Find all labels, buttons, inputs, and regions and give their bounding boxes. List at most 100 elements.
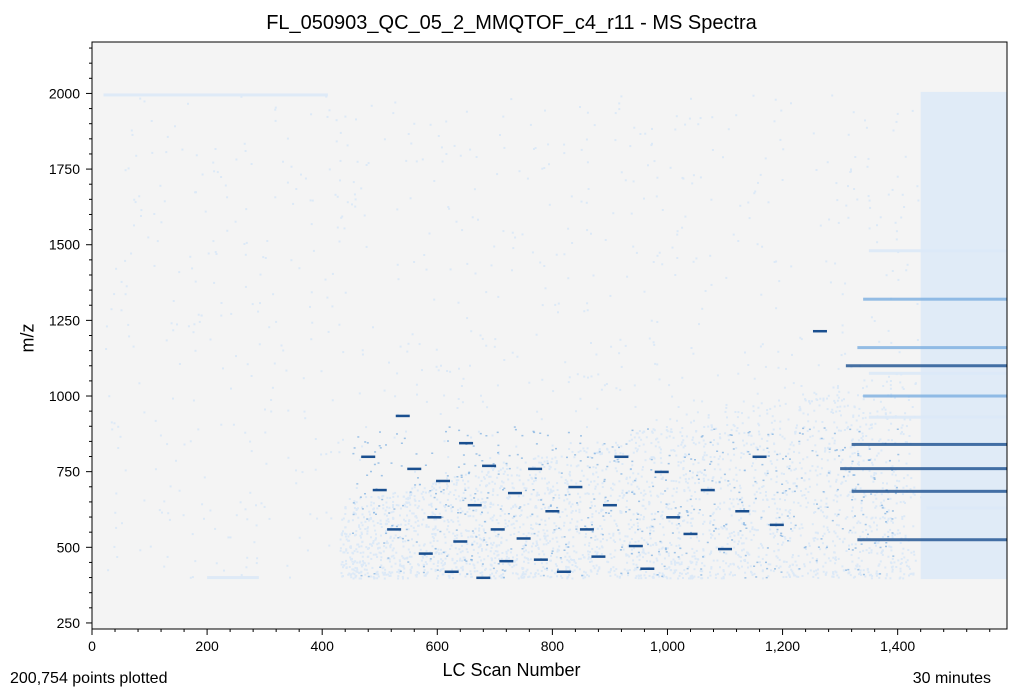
- data-point: [378, 445, 381, 447]
- data-point: [527, 576, 530, 579]
- data-point: [356, 483, 359, 485]
- data-point: [660, 541, 663, 544]
- data-point: [660, 515, 662, 518]
- data-point: [871, 575, 874, 577]
- data-point: [457, 508, 459, 511]
- data-point: [433, 518, 436, 521]
- peak-mark: [614, 455, 629, 459]
- data-point: [847, 474, 850, 477]
- data-point: [354, 198, 357, 201]
- data-point: [894, 441, 897, 444]
- data-point: [640, 438, 643, 441]
- data-point: [888, 375, 890, 378]
- data-point: [424, 491, 427, 494]
- data-point: [361, 565, 363, 568]
- data-point: [812, 426, 815, 429]
- data-point: [753, 476, 756, 479]
- data-point: [680, 572, 683, 575]
- data-point: [661, 493, 664, 495]
- data-point: [891, 570, 894, 573]
- data-point: [670, 449, 673, 452]
- data-point: [592, 565, 595, 568]
- data-point: [702, 514, 704, 516]
- data-point: [461, 550, 464, 553]
- data-point: [434, 547, 437, 550]
- data-point: [741, 565, 743, 568]
- data-point: [346, 551, 349, 554]
- data-point: [719, 550, 722, 553]
- data-point: [737, 503, 740, 506]
- data-point: [782, 541, 785, 544]
- data-point: [692, 174, 695, 177]
- data-point: [222, 367, 224, 370]
- data-point: [431, 511, 434, 514]
- data-point: [405, 491, 408, 494]
- data-point: [382, 573, 385, 576]
- data-point: [240, 95, 243, 98]
- data-point: [398, 559, 401, 562]
- data-point: [446, 485, 449, 488]
- data-point: [345, 559, 347, 562]
- data-point: [658, 553, 661, 556]
- data-point: [571, 559, 574, 561]
- data-point: [656, 176, 659, 179]
- data-point: [834, 401, 837, 404]
- data-point: [579, 557, 582, 560]
- data-point: [699, 117, 702, 120]
- data-point: [479, 545, 482, 548]
- data-point: [682, 468, 685, 471]
- data-point: [743, 469, 746, 472]
- data-point: [917, 199, 920, 202]
- data-point: [461, 569, 464, 572]
- data-point: [531, 482, 534, 485]
- data-point: [401, 575, 404, 578]
- data-point: [352, 181, 355, 184]
- data-point: [594, 487, 597, 490]
- data-point: [511, 231, 514, 234]
- data-point: [707, 425, 710, 428]
- data-point: [747, 201, 750, 204]
- data-point: [550, 575, 553, 578]
- peak-mark: [654, 470, 669, 474]
- data-point: [349, 545, 352, 548]
- data-point: [757, 430, 760, 433]
- data-point: [258, 343, 261, 346]
- data-point: [274, 108, 277, 111]
- data-point: [868, 199, 871, 202]
- data-point: [366, 505, 369, 508]
- data-point: [901, 515, 904, 518]
- data-point: [488, 482, 491, 485]
- data-point: [492, 503, 495, 506]
- data-point: [898, 351, 901, 354]
- data-point: [377, 496, 380, 498]
- data-point: [376, 507, 379, 510]
- data-point: [398, 564, 401, 567]
- data-point: [407, 548, 410, 551]
- data-point: [314, 468, 317, 471]
- data-point: [811, 400, 813, 403]
- data-point: [759, 173, 762, 176]
- data-point: [479, 484, 481, 487]
- data-point: [592, 466, 595, 469]
- data-point: [809, 469, 812, 472]
- data-point: [195, 154, 198, 157]
- data-point: [419, 548, 422, 551]
- data-point: [470, 559, 473, 561]
- data-point: [455, 537, 458, 540]
- data-point: [625, 553, 628, 556]
- data-point: [765, 561, 767, 564]
- data-point: [169, 485, 172, 488]
- data-point: [120, 309, 123, 312]
- peak-mark: [459, 441, 474, 445]
- data-point: [353, 573, 356, 576]
- data-point: [380, 474, 383, 477]
- data-point: [461, 401, 464, 404]
- data-point: [800, 338, 803, 341]
- data-point: [856, 563, 859, 566]
- data-point: [504, 569, 507, 572]
- data-point: [379, 519, 382, 522]
- data-point: [751, 573, 754, 576]
- data-point: [523, 560, 525, 563]
- data-point: [672, 449, 675, 451]
- data-point: [459, 557, 462, 560]
